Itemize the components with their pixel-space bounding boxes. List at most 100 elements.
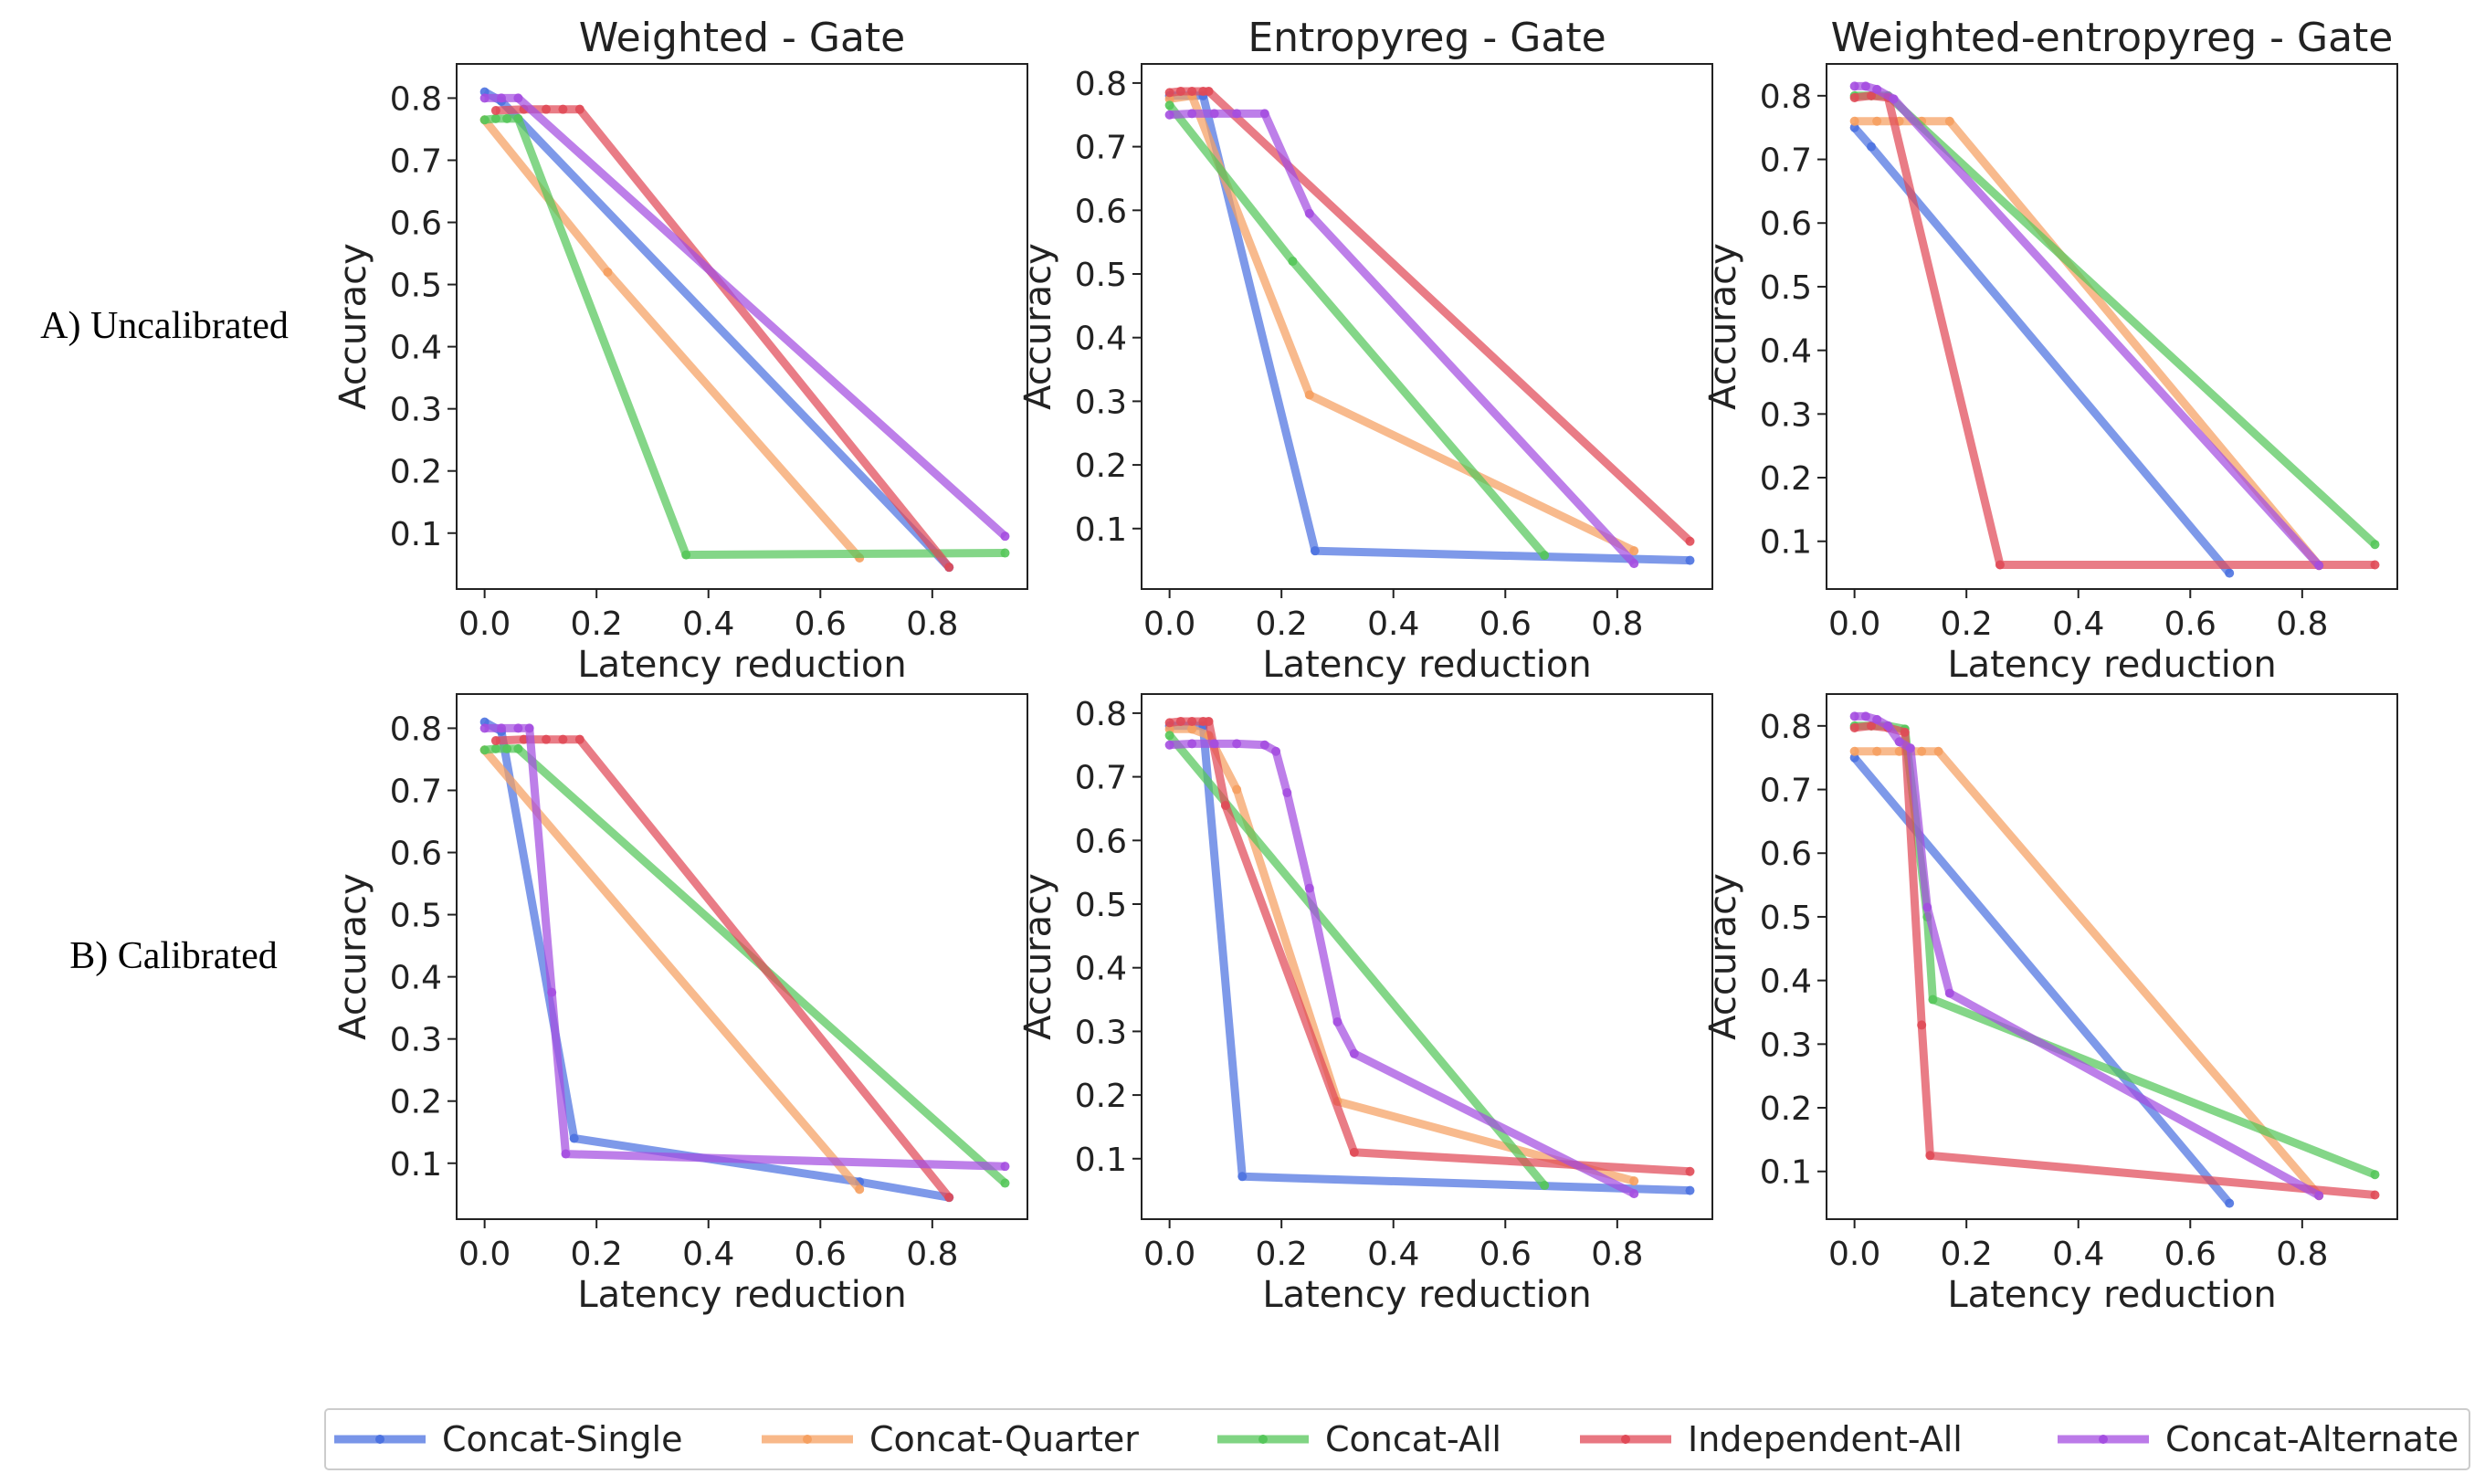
data-point-concat-single bbox=[1867, 142, 1877, 152]
x-tick-label: 0.0 bbox=[1828, 1236, 1880, 1273]
data-point-concat-quarter bbox=[1304, 390, 1314, 400]
data-point-independent-all bbox=[1867, 90, 1877, 100]
y-tick-label: 0.7 bbox=[390, 773, 442, 810]
x-axis-label: Latency reduction bbox=[1947, 644, 2276, 686]
x-tick-label: 0.2 bbox=[1941, 1236, 1993, 1273]
data-point-independent-all bbox=[2370, 560, 2380, 570]
data-point-concat-alternate bbox=[1164, 740, 1174, 750]
data-point-concat-alternate bbox=[1304, 883, 1314, 893]
data-point-concat-alternate bbox=[1271, 746, 1281, 756]
y-tick-label: 0.1 bbox=[1075, 1142, 1127, 1179]
x-axis-label: Latency reduction bbox=[1947, 1274, 2276, 1316]
data-point-concat-alternate bbox=[497, 723, 507, 733]
y-axis-label: Accuracy bbox=[332, 873, 374, 1040]
chart-title: Weighted - Gate bbox=[579, 15, 906, 61]
y-tick-label: 0.1 bbox=[390, 516, 442, 553]
y-tick-label: 0.6 bbox=[1760, 205, 1812, 243]
series-line-concat-all bbox=[1854, 721, 2377, 1179]
y-tick-label: 0.6 bbox=[1760, 836, 1812, 873]
data-point-concat-all bbox=[479, 745, 490, 755]
y-tick-label: 0.5 bbox=[1075, 887, 1127, 924]
data-point-concat-quarter bbox=[1187, 724, 1197, 734]
data-point-concat-all bbox=[502, 743, 512, 753]
y-tick-label: 0.4 bbox=[390, 330, 442, 367]
data-point-independent-all bbox=[558, 734, 568, 744]
chart-title: Weighted-entropyreg - Gate bbox=[1831, 15, 2394, 61]
x-tick-label: 0.6 bbox=[1479, 605, 1532, 643]
y-tick-label: 0.8 bbox=[1075, 696, 1127, 733]
y-tick-label: 0.8 bbox=[1760, 79, 1812, 116]
data-point-concat-alternate bbox=[1860, 81, 1870, 91]
series-line-independent-all bbox=[1854, 91, 2375, 569]
plot-frame bbox=[1141, 63, 1713, 590]
data-point-concat-all bbox=[479, 115, 490, 125]
x-tick-label: 0.2 bbox=[571, 1236, 623, 1273]
series-line-independent-all bbox=[1169, 717, 1690, 1176]
data-point-concat-alternate bbox=[547, 987, 557, 997]
x-axis-label: Latency reduction bbox=[1262, 644, 1591, 686]
y-tick-label: 0.3 bbox=[390, 1022, 442, 1059]
y-tick-label: 0.1 bbox=[390, 1146, 442, 1184]
data-point-concat-alternate bbox=[1000, 532, 1010, 542]
data-point-independent-all bbox=[1164, 88, 1174, 98]
series-line-concat-alternate bbox=[1169, 109, 1637, 567]
x-tick-label: 0.0 bbox=[458, 605, 511, 643]
data-point-concat-quarter bbox=[1164, 724, 1174, 734]
chart-panel: 0.0 0.2 0.4 0.6 0.80.10.20.30.40.50.60.70.8L… bbox=[1017, 693, 1713, 1316]
chart-panel: 0.0 0.2 0.4 0.6 0.8 0.1 0.2 0.3 0.4 0.5 0.6 0.7 0.8 W… bbox=[1702, 15, 2398, 686]
series-line-independent-all bbox=[1169, 87, 1693, 544]
y-tick-label: 0.2 bbox=[1075, 1078, 1127, 1115]
data-point-concat-quarter bbox=[1629, 546, 1639, 556]
legend-label-independent-all: Independent-All bbox=[1688, 1419, 1963, 1459]
data-point-concat-alternate bbox=[1232, 109, 1242, 119]
data-point-concat-quarter bbox=[603, 267, 613, 277]
data-point-concat-alternate bbox=[497, 93, 507, 103]
y-tick-label: 0.4 bbox=[1075, 951, 1127, 988]
x-tick-label: 0.8 bbox=[1591, 1236, 1643, 1273]
series-line-concat-single bbox=[1169, 721, 1690, 1195]
data-point-concat-all bbox=[502, 113, 512, 123]
plot-frame bbox=[1141, 693, 1713, 1220]
data-point-concat-quarter bbox=[1917, 746, 1927, 756]
data-point-concat-alternate bbox=[1883, 721, 1893, 731]
data-point-concat-all bbox=[1164, 731, 1174, 741]
y-tick-label: 0.5 bbox=[1760, 269, 1812, 307]
data-point-concat-alternate bbox=[1629, 559, 1639, 569]
data-point-concat-alternate bbox=[1259, 109, 1269, 119]
y-tick-label: 0.2 bbox=[1760, 460, 1812, 498]
data-point-concat-quarter bbox=[1872, 746, 1882, 756]
y-tick-label: 0.6 bbox=[1075, 823, 1127, 860]
data-point-concat-alternate bbox=[479, 723, 490, 733]
data-point-concat-all bbox=[1000, 548, 1010, 558]
x-tick-label: 0.4 bbox=[1367, 605, 1419, 643]
x-tick-label: 0.0 bbox=[1143, 605, 1195, 643]
x-tick-label: 0.6 bbox=[1479, 1236, 1532, 1273]
y-tick-label: 0.7 bbox=[1075, 760, 1127, 797]
data-point-concat-alternate bbox=[479, 93, 490, 103]
y-axis-label: Accuracy bbox=[1017, 243, 1059, 410]
data-point-concat-single bbox=[1310, 546, 1320, 556]
data-point-independent-all bbox=[1175, 716, 1185, 726]
data-point-concat-all bbox=[513, 113, 523, 123]
data-point-independent-all bbox=[1925, 1151, 1935, 1161]
data-point-independent-all bbox=[574, 734, 584, 744]
data-point-independent-all bbox=[1849, 92, 1859, 102]
y-tick-label: 0.3 bbox=[1075, 384, 1127, 421]
y-axis-label: Accuracy bbox=[1017, 873, 1059, 1040]
data-point-concat-quarter bbox=[1849, 746, 1859, 756]
x-tick-label: 0.2 bbox=[1256, 1236, 1308, 1273]
chart-panel: 0.0 0.2 0.4 0.6 0.80.10.20.30.40.50.60.70.8L… bbox=[332, 693, 1028, 1316]
data-point-independent-all bbox=[944, 563, 954, 573]
y-tick-label: 0.2 bbox=[390, 1084, 442, 1121]
data-point-independent-all bbox=[574, 104, 584, 114]
data-point-concat-all bbox=[1540, 551, 1550, 561]
x-tick-label: 0.6 bbox=[2164, 1236, 2216, 1273]
x-tick-label: 0.6 bbox=[795, 605, 847, 643]
data-point-concat-all bbox=[1288, 257, 1298, 267]
data-point-concat-quarter bbox=[1629, 1176, 1639, 1186]
data-point-concat-alternate bbox=[1209, 109, 1219, 119]
data-point-concat-alternate bbox=[1849, 711, 1859, 721]
data-point-independent-all bbox=[1685, 1166, 1695, 1176]
data-point-concat-quarter bbox=[1894, 746, 1904, 756]
data-point-independent-all bbox=[1187, 716, 1197, 726]
